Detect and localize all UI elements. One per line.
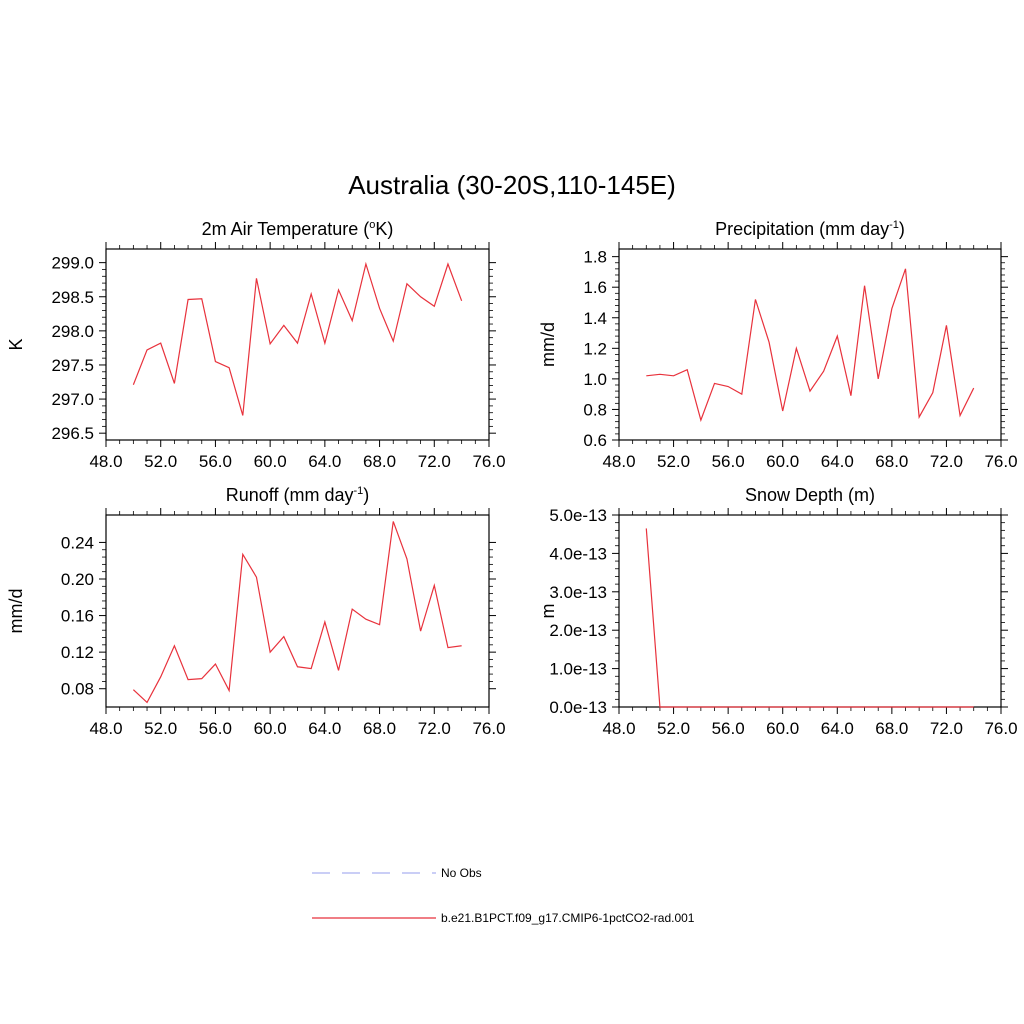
x-tick-label: 56.0 [712, 452, 745, 471]
y-tick-label: 297.5 [51, 356, 94, 375]
y-tick-label: 3.0e-13 [549, 583, 607, 602]
x-tick-label: 52.0 [144, 452, 177, 471]
y-tick-label: 1.8 [583, 248, 607, 267]
legend-label: b.e21.B1PCT.f09_g17.CMIP6-1pctCO2-rad.00… [441, 911, 695, 925]
x-tick-label: 64.0 [821, 719, 854, 738]
x-tick-label: 76.0 [984, 452, 1017, 471]
series-line [132, 261, 463, 416]
y-tick-label: 298.0 [51, 322, 94, 341]
x-tick-label: 60.0 [254, 452, 287, 471]
panel-title: Runoff (mm day-1) [226, 485, 370, 505]
panel-title-tail: ) [899, 219, 905, 239]
panel-title-text: Runoff (mm day [226, 485, 354, 505]
y-tick-label: 1.6 [583, 278, 607, 297]
x-tick-label: 72.0 [930, 452, 963, 471]
y-axis-label: mm/d [6, 589, 26, 634]
chart-panel-3: Runoff (mm day-1) mm/d 48.0 52.0 56.0 60.0 64.… [6, 485, 506, 738]
y-axis-label: m [538, 604, 558, 619]
series-line [645, 528, 974, 708]
y-tick-label: 1.4 [583, 309, 607, 328]
page-title: Australia (30-20S,110-145E) [348, 170, 676, 200]
x-tick-label: 76.0 [472, 452, 505, 471]
panel-title: 2m Air Temperature (oK) [202, 219, 394, 239]
x-tick-label: 64.0 [308, 719, 341, 738]
x-tick-label: 48.0 [602, 452, 635, 471]
y-tick-label: 0.24 [61, 533, 94, 552]
y-tick-label: 4.0e-13 [549, 544, 607, 563]
x-tick-label: 76.0 [472, 719, 505, 738]
panel-title-text: 2m Air Temperature ( [202, 219, 370, 239]
x-tick-label: 48.0 [89, 452, 122, 471]
y-tick-label: 299.0 [51, 254, 94, 273]
panels: 2m Air Temperature (oK) K 48.0 52.0 56.0 60.0… [6, 219, 1018, 738]
x-tick-label: 52.0 [144, 719, 177, 738]
legend-label: No Obs [441, 866, 482, 880]
series-line [646, 268, 975, 423]
chart-panel-4: Snow Depth (m) m 48.0 52.0 56.0 60.0 64.0 68.0 7… [538, 485, 1018, 738]
legend-item-1: No Obs [312, 866, 482, 880]
panel-title: Precipitation (mm day-1) [715, 219, 905, 239]
y-tick-label: 1.0e-13 [549, 660, 607, 679]
panel-title-text: Precipitation (mm day [715, 219, 889, 239]
series-line [132, 521, 462, 704]
x-tick-label: 64.0 [308, 452, 341, 471]
chart-panel-2: Precipitation (mm day-1) mm/d 48.0 52.0 56.0… [538, 219, 1018, 471]
x-tick-label: 64.0 [821, 452, 854, 471]
y-axis-label: mm/d [538, 322, 558, 367]
chart-panel-1: 2m Air Temperature (oK) K 48.0 52.0 56.0 60.0… [6, 219, 506, 471]
y-tick-label: 1.0 [583, 370, 607, 389]
plot-frame [618, 248, 1002, 441]
panel-title-sup: o [369, 219, 375, 231]
x-tick-label: 52.0 [657, 719, 690, 738]
x-tick-label: 76.0 [984, 719, 1017, 738]
x-tick-label: 52.0 [657, 452, 690, 471]
y-tick-label: 296.5 [51, 424, 94, 443]
x-tick-label: 60.0 [254, 719, 287, 738]
panel-title: Snow Depth (m) [745, 485, 875, 505]
x-tick-label: 68.0 [875, 719, 908, 738]
y-tick-label: 1.2 [583, 339, 607, 358]
x-tick-label: 68.0 [363, 719, 396, 738]
plot-frame [105, 248, 490, 441]
y-tick-label: 0.16 [61, 607, 94, 626]
x-tick-label: 48.0 [602, 719, 635, 738]
x-tick-label: 56.0 [199, 719, 232, 738]
x-tick-label: 72.0 [418, 719, 451, 738]
y-tick-label: 2.0e-13 [549, 621, 607, 640]
plot-frame [105, 514, 490, 708]
x-tick-label: 72.0 [418, 452, 451, 471]
y-axis-label: K [6, 338, 26, 350]
y-tick-label: 0.08 [61, 680, 94, 699]
x-tick-label: 60.0 [766, 719, 799, 738]
legend: No Obs b.e21.B1PCT.f09_g17.CMIP6-1pctCO2-… [312, 866, 695, 925]
x-tick-label: 56.0 [199, 452, 232, 471]
x-tick-label: 72.0 [930, 719, 963, 738]
panel-title-tail: ) [363, 485, 369, 505]
legend-item-2: b.e21.B1PCT.f09_g17.CMIP6-1pctCO2-rad.00… [312, 911, 695, 925]
y-tick-label: 0.20 [61, 570, 94, 589]
y-tick-label: 0.8 [583, 400, 607, 419]
y-tick-label: 0.12 [61, 643, 94, 662]
x-tick-label: 56.0 [712, 719, 745, 738]
plot-frame [618, 514, 1002, 708]
x-tick-label: 48.0 [89, 719, 122, 738]
x-tick-label: 68.0 [875, 452, 908, 471]
panel-title-text: Snow Depth (m) [745, 485, 875, 505]
y-tick-label: 297.0 [51, 390, 94, 409]
y-tick-label: 0.6 [583, 431, 607, 450]
y-tick-label: 298.5 [51, 288, 94, 307]
panel-title-tail: K) [375, 219, 393, 239]
x-tick-label: 68.0 [363, 452, 396, 471]
panel-title-sup: -1 [889, 219, 899, 231]
x-tick-label: 60.0 [766, 452, 799, 471]
y-tick-label: 5.0e-13 [549, 506, 607, 525]
panel-title-sup: -1 [353, 485, 363, 497]
y-tick-label: 0.0e-13 [549, 698, 607, 717]
